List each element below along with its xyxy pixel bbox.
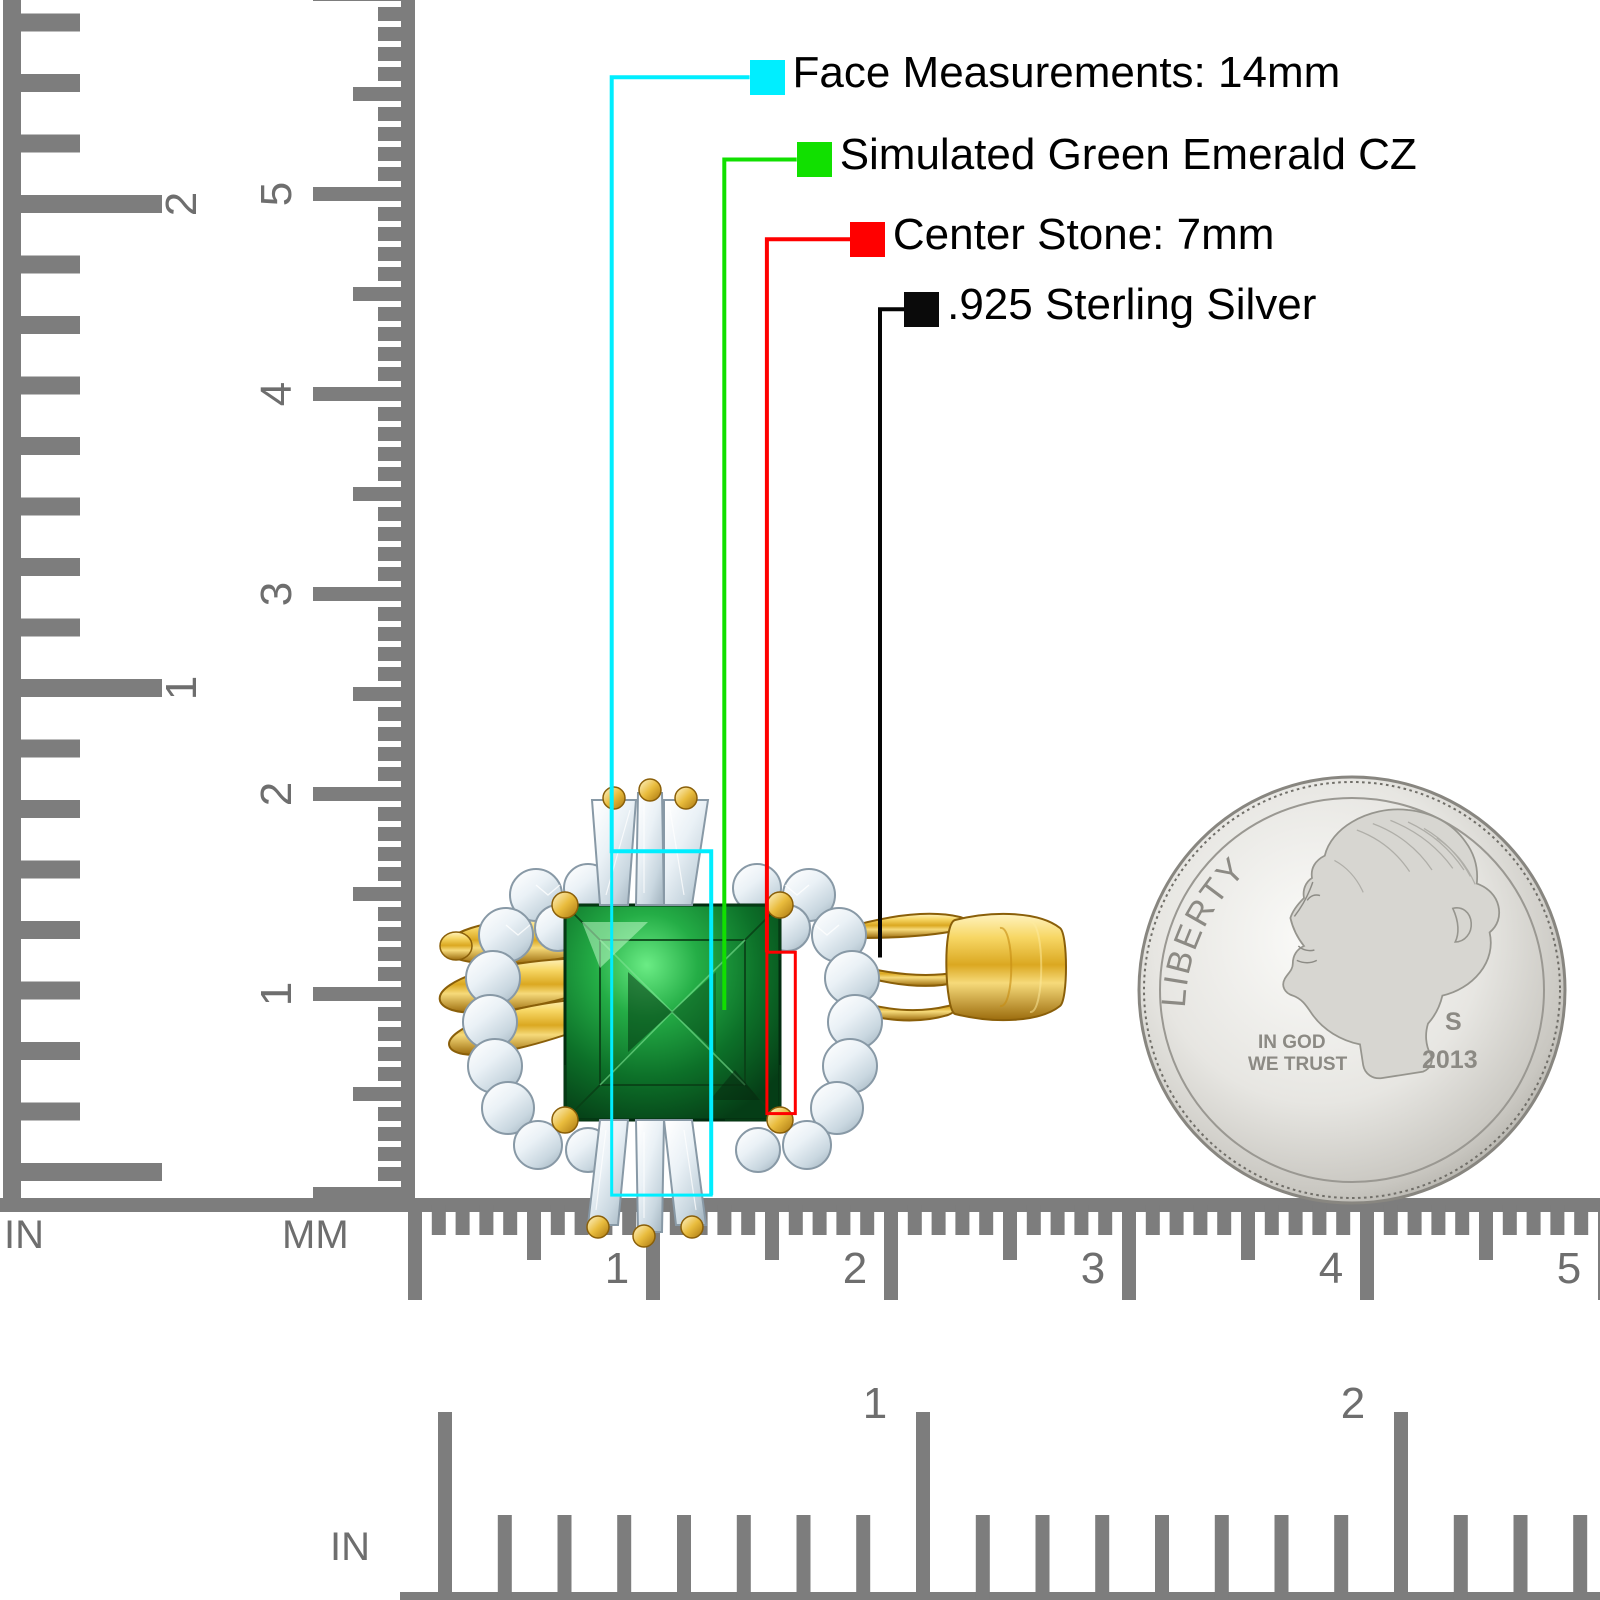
- svg-text:S: S: [1445, 1008, 1462, 1036]
- svg-text:IN GOD: IN GOD: [1258, 1032, 1326, 1053]
- svg-text:WE TRUST: WE TRUST: [1248, 1054, 1348, 1075]
- svg-text:2013: 2013: [1422, 1046, 1478, 1074]
